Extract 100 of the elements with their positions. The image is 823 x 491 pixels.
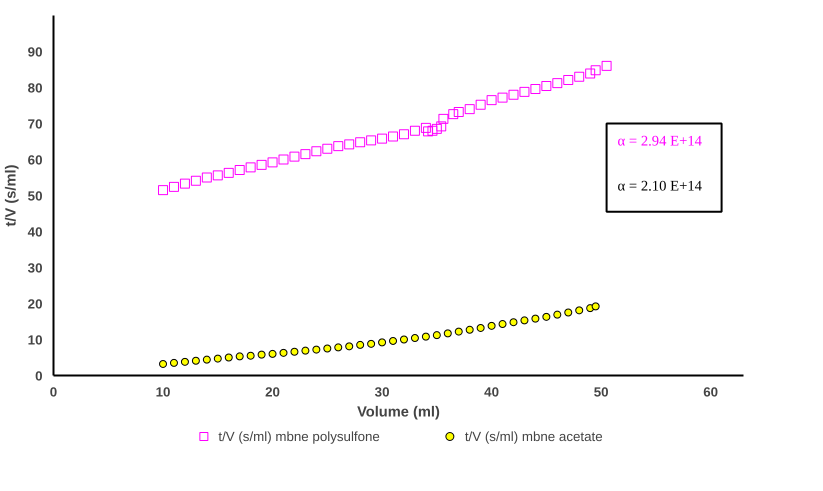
point	[356, 340, 364, 349]
point	[420, 122, 431, 133]
point	[323, 344, 332, 352]
y-tick-label: 40	[28, 224, 43, 240]
point	[422, 332, 430, 341]
point	[301, 346, 310, 355]
point	[564, 308, 572, 316]
point	[590, 65, 601, 76]
point	[180, 358, 189, 366]
point	[519, 86, 530, 97]
point	[278, 154, 288, 164]
point	[476, 100, 486, 110]
point	[377, 134, 388, 144]
point	[190, 176, 201, 186]
x-tick-label: 10	[156, 384, 170, 400]
point	[224, 168, 234, 178]
point	[531, 314, 540, 323]
point	[202, 172, 212, 182]
point	[444, 329, 452, 338]
legend-label: t/V (s/ml) mbne acetate	[464, 428, 603, 444]
y-tick-label: 70	[28, 116, 43, 132]
x-tick-label: 0	[50, 384, 58, 400]
point	[236, 352, 244, 360]
y-tick-label: 90	[28, 44, 43, 60]
point	[466, 326, 474, 334]
point	[486, 95, 497, 106]
point	[400, 336, 408, 344]
point	[432, 124, 442, 134]
point	[553, 310, 562, 319]
x-tick-label: 50	[594, 384, 609, 400]
point	[542, 312, 550, 321]
point	[246, 352, 255, 360]
point	[280, 348, 288, 357]
point	[574, 72, 584, 82]
point	[322, 144, 332, 154]
y-axis-title: t/V (s/ml)	[4, 164, 20, 226]
point	[333, 141, 344, 152]
point	[454, 106, 464, 117]
point	[432, 331, 441, 340]
point	[448, 109, 458, 120]
y-tick-label: 60	[28, 152, 43, 168]
x-tick-label: 60	[703, 384, 718, 400]
point	[256, 160, 267, 170]
point	[410, 334, 419, 342]
legend-label: t/V (s/ml) mbne polysulfone	[218, 428, 380, 444]
point	[334, 343, 342, 352]
point	[541, 81, 552, 92]
point	[234, 164, 245, 175]
annotation: α = 2.10 E+14	[618, 178, 703, 194]
point	[530, 84, 540, 94]
x-axis-title: Volume (ml)	[357, 404, 440, 420]
point	[212, 170, 223, 180]
point	[268, 157, 278, 168]
point	[438, 114, 448, 124]
annotation: α = 2.94 E+14	[618, 134, 703, 150]
point	[436, 121, 446, 132]
point	[592, 302, 600, 310]
point	[312, 346, 320, 354]
point	[366, 135, 376, 146]
x-tick-label: 30	[374, 384, 390, 400]
y-tick-label: 10	[28, 332, 43, 348]
point	[563, 74, 574, 85]
point	[388, 131, 398, 142]
y-tick-label: 20	[28, 296, 43, 312]
point	[158, 185, 168, 196]
point	[423, 126, 434, 136]
point	[214, 354, 222, 363]
point	[290, 348, 298, 356]
point	[398, 129, 409, 140]
point	[224, 354, 233, 362]
point	[311, 146, 322, 156]
point	[289, 152, 300, 162]
y-tick-label: 30	[28, 260, 43, 276]
point	[602, 60, 612, 71]
point	[498, 320, 507, 328]
point	[202, 356, 211, 364]
x-tick-label: 20	[265, 384, 280, 400]
point	[378, 338, 386, 346]
point	[476, 324, 485, 332]
point	[180, 178, 190, 189]
point	[454, 328, 463, 336]
y-tick-label: 50	[28, 188, 43, 204]
point	[168, 182, 179, 192]
point	[344, 139, 354, 150]
point	[498, 92, 508, 103]
point	[300, 149, 310, 160]
point	[552, 78, 562, 88]
point	[464, 104, 475, 114]
point	[410, 126, 420, 136]
point	[355, 137, 366, 148]
point	[345, 342, 354, 350]
point	[585, 68, 596, 78]
point	[508, 90, 518, 100]
point	[427, 126, 438, 136]
point	[367, 340, 376, 348]
point	[159, 360, 168, 368]
point	[575, 306, 584, 314]
point	[192, 356, 200, 365]
point	[268, 350, 277, 358]
point	[510, 318, 518, 326]
